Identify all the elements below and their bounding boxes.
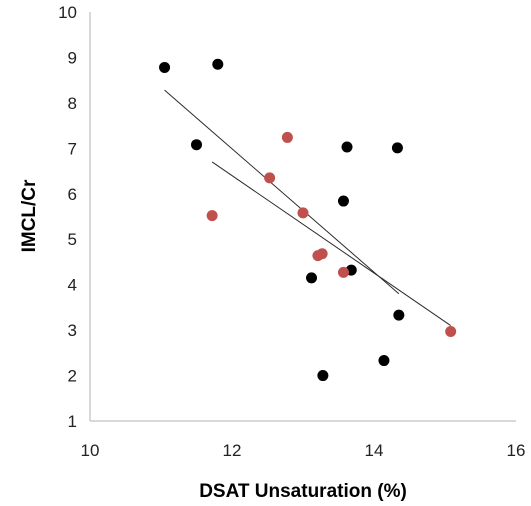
data-point-series-1 [306, 272, 318, 284]
y-tick-label: 8 [68, 94, 77, 113]
y-tick-label: 9 [68, 48, 77, 67]
y-axis-title: IMCL/Cr [19, 179, 40, 252]
data-point-series-2 [297, 207, 309, 219]
y-tick-label: 10 [58, 3, 77, 22]
data-point-series-2 [445, 325, 457, 337]
data-point-series-2 [206, 210, 218, 222]
data-point-series-2 [316, 248, 328, 260]
data-point-series-2 [264, 172, 276, 184]
y-tick-label: 2 [68, 367, 77, 386]
y-tick-label: 3 [68, 321, 77, 340]
data-point-series-1 [341, 141, 353, 153]
trendlines [164, 89, 451, 326]
data-point-series-2 [337, 266, 349, 278]
trendline-series-2 [211, 161, 451, 326]
data-point-series-1 [317, 370, 329, 382]
x-axis-title: DSAT Unsaturation (%) [199, 481, 407, 502]
y-tick-label: 6 [68, 185, 77, 204]
x-tick-label: 10 [81, 441, 100, 460]
x-tick-label: 14 [365, 441, 384, 460]
y-tick-label: 7 [68, 139, 77, 158]
trendline-series-1 [164, 89, 400, 295]
x-tick-label: 16 [507, 441, 526, 460]
data-point-series-1 [378, 355, 390, 367]
data-point-series-2 [281, 131, 293, 143]
y-tick-label: 1 [68, 412, 77, 431]
x-tick-label: 12 [223, 441, 242, 460]
data-point-series-1 [191, 139, 202, 151]
axes [89, 12, 516, 422]
data-point-series-1 [337, 195, 349, 207]
y-tick-label: 5 [68, 230, 77, 249]
y-tick-label: 4 [68, 276, 77, 295]
data-points [159, 58, 457, 382]
data-point-series-1 [393, 309, 405, 321]
data-point-series-1 [212, 58, 224, 70]
data-point-series-1 [391, 142, 403, 154]
data-point-series-1 [159, 61, 171, 73]
